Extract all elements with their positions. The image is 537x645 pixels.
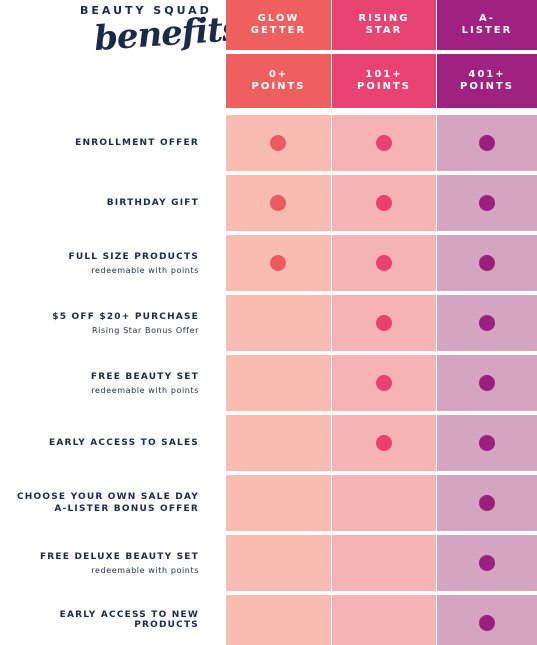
included-dot (479, 435, 495, 451)
cell (226, 475, 331, 531)
cell (332, 115, 436, 171)
cell (226, 355, 331, 411)
tier-points: 101+ POINTS (332, 54, 436, 108)
tier-name: A-LISTER (437, 0, 537, 50)
cell (437, 235, 537, 291)
benefit-label: FREE DELUXE BEAUTY SET redeemable with po… (0, 535, 199, 591)
included-dot (479, 195, 495, 211)
benefit-title: FULL SIZE PRODUCTS (68, 251, 199, 262)
included-dot (479, 315, 495, 331)
cell (332, 295, 436, 351)
cell (332, 175, 436, 231)
cell (437, 115, 537, 171)
included-dot (376, 375, 392, 391)
benefit-label: ENROLLMENT OFFER (0, 115, 199, 171)
tier-points: 401+ POINTS (437, 54, 537, 108)
cell (437, 535, 537, 591)
tier-points: 0+ POINTS (226, 54, 331, 108)
benefit-note: Rising Star Bonus Offer (92, 325, 199, 335)
benefit-label: BIRTHDAY GIFT (0, 175, 199, 231)
included-dot (376, 135, 392, 151)
benefit-title: EARLY ACCESS TO NEW PRODUCTS (59, 610, 199, 630)
included-dot (376, 435, 392, 451)
benefit-note: redeemable with points (91, 265, 199, 275)
cell (332, 535, 436, 591)
cell (437, 595, 537, 645)
cell (437, 355, 537, 411)
included-dot (376, 195, 392, 211)
cell (437, 175, 537, 231)
benefit-title: EARLY ACCESS TO SALES (49, 438, 199, 448)
cell (332, 595, 436, 645)
benefit-note: redeemable with points (91, 385, 199, 395)
included-dot (270, 195, 286, 211)
cell (437, 415, 537, 471)
included-dot (479, 495, 495, 511)
cell (332, 475, 436, 531)
included-dot (270, 255, 286, 271)
cell (332, 355, 436, 411)
benefit-title: FREE BEAUTY SET (90, 371, 199, 382)
cell (226, 175, 331, 231)
cell (332, 415, 436, 471)
benefit-label: EARLY ACCESS TO SALES (0, 415, 199, 471)
benefit-note: A-LISTER BONUS OFFER (54, 504, 199, 514)
included-dot (376, 255, 392, 271)
cell (332, 235, 436, 291)
included-dot (479, 555, 495, 571)
cell (226, 415, 331, 471)
brand: BEAUTY SQUAD (80, 4, 212, 17)
cell (226, 295, 331, 351)
benefit-title: FREE DELUXE BEAUTY SET (39, 551, 199, 562)
included-dot (479, 135, 495, 151)
cell (226, 535, 331, 591)
cell (437, 475, 537, 531)
included-dot (479, 255, 495, 271)
tier-name: GLOW GETTER (226, 0, 331, 50)
benefit-title: $5 OFF $20+ PURCHASE (52, 311, 199, 322)
included-dot (479, 375, 495, 391)
tier-name: RISING STAR (332, 0, 436, 50)
included-dot (479, 615, 495, 631)
benefit-title: BIRTHDAY GIFT (106, 198, 199, 208)
benefit-label: $5 OFF $20+ PURCHASE Rising Star Bonus Of… (0, 295, 199, 351)
benefit-label: CHOOSE YOUR OWN SALE DAY A-LISTER BONUS O… (0, 475, 199, 531)
benefit-label: FREE BEAUTY SET redeemable with points (0, 355, 199, 411)
benefit-label: FULL SIZE PRODUCTS redeemable with points (0, 235, 199, 291)
included-dot (376, 315, 392, 331)
cell (226, 235, 331, 291)
cell (226, 115, 331, 171)
benefit-label: EARLY ACCESS TO NEW PRODUCTS (0, 595, 199, 645)
benefit-title: ENROLLMENT OFFER (75, 138, 199, 148)
cell (226, 595, 331, 645)
included-dot (270, 135, 286, 151)
benefit-title: CHOOSE YOUR OWN SALE DAY (16, 492, 199, 502)
benefit-note: redeemable with points (91, 565, 199, 575)
cell (437, 295, 537, 351)
